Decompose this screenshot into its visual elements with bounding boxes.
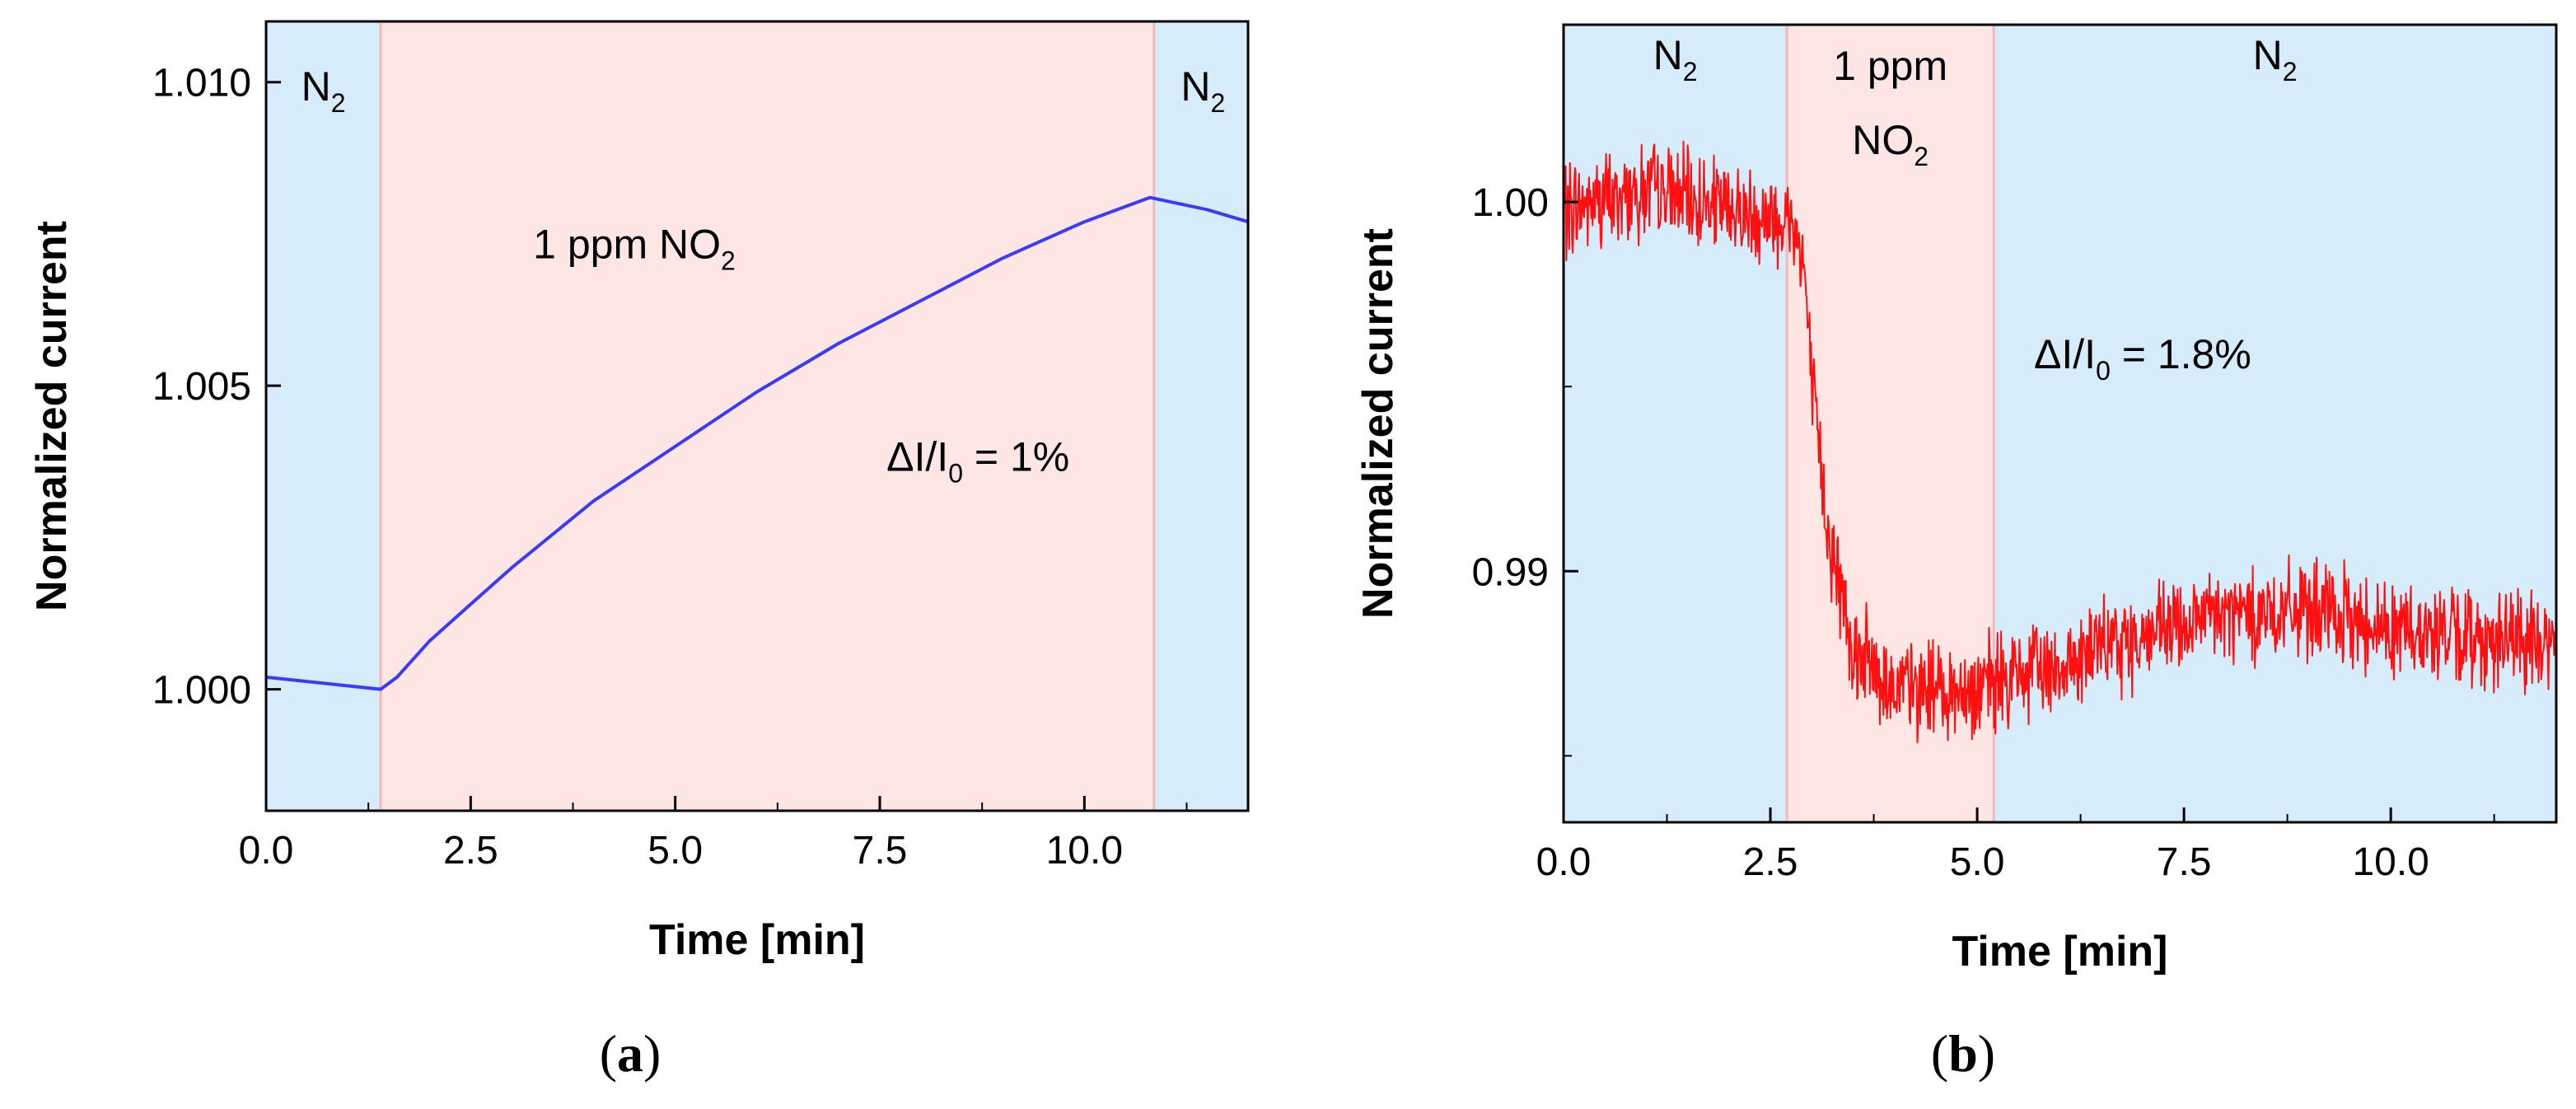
region-n2-0 — [1564, 25, 1788, 822]
plot-frame — [1562, 23, 2558, 824]
y-tick-label: 1.00 — [1472, 181, 1549, 225]
region-n2-2 — [1994, 25, 2556, 822]
region-label: 1 ppm — [1833, 43, 1947, 89]
plot-frame — [264, 20, 1250, 812]
delta-annotation: ΔI/I0 = 1% — [886, 433, 1069, 488]
region-n2-0 — [266, 21, 381, 811]
x-tick-label: 2.5 — [1743, 840, 1798, 884]
x-tick-label: 2.5 — [443, 829, 498, 873]
chart-a: 0.0 2.5 5.0 7.5 10.0 1.000 1.005 1.010 N2 1 ppm N… — [28, 20, 1250, 1083]
x-axis-label: Time [min] — [1952, 928, 2168, 976]
x-tick-label: 5.0 — [648, 829, 703, 873]
chart-b: 0.0 2.5 5.0 7.5 10.0 1.00 0.99 N2 1 ppm NO2 N2 ΔI/I… — [1354, 23, 2558, 1083]
panel-caption: (b) — [1931, 1024, 1995, 1083]
delta-annotation: ΔI/I0 = 1.8% — [2034, 331, 2251, 386]
region-label-line2: NO2 — [1852, 117, 1928, 171]
x-tick-label: 0.0 — [239, 829, 294, 873]
x-tick-label: 7.5 — [2157, 840, 2212, 884]
x-tick-label: 10.0 — [2352, 840, 2429, 884]
region-label: N2 — [1180, 63, 1225, 118]
y-tick-label: 0.99 — [1472, 550, 1549, 594]
x-tick-label: 7.5 — [853, 829, 908, 873]
region-no2-1 — [381, 21, 1154, 811]
series-line-response — [265, 195, 1249, 691]
y-axis-label: Normalized current — [1354, 228, 1402, 619]
x-tick-label: 0.0 — [1536, 840, 1592, 884]
region-n2-2 — [1153, 21, 1248, 811]
y-axis-label: Normalized current — [28, 221, 76, 611]
y-tick-label: 1.000 — [152, 669, 251, 713]
x-tick-label: 5.0 — [1950, 840, 2005, 884]
x-tick-label: 10.0 — [1046, 829, 1123, 873]
region-label: N2 — [2253, 32, 2298, 87]
series-line-response — [1563, 140, 2557, 744]
region-label: 1 ppm NO2 — [533, 221, 736, 275]
x-axis-label: Time [min] — [649, 916, 865, 964]
y-tick-label: 1.010 — [152, 62, 251, 105]
region-label: N2 — [1653, 32, 1698, 87]
region-label: N2 — [302, 63, 346, 118]
panel-caption: (a) — [600, 1024, 662, 1083]
y-tick-label: 1.005 — [152, 365, 251, 409]
